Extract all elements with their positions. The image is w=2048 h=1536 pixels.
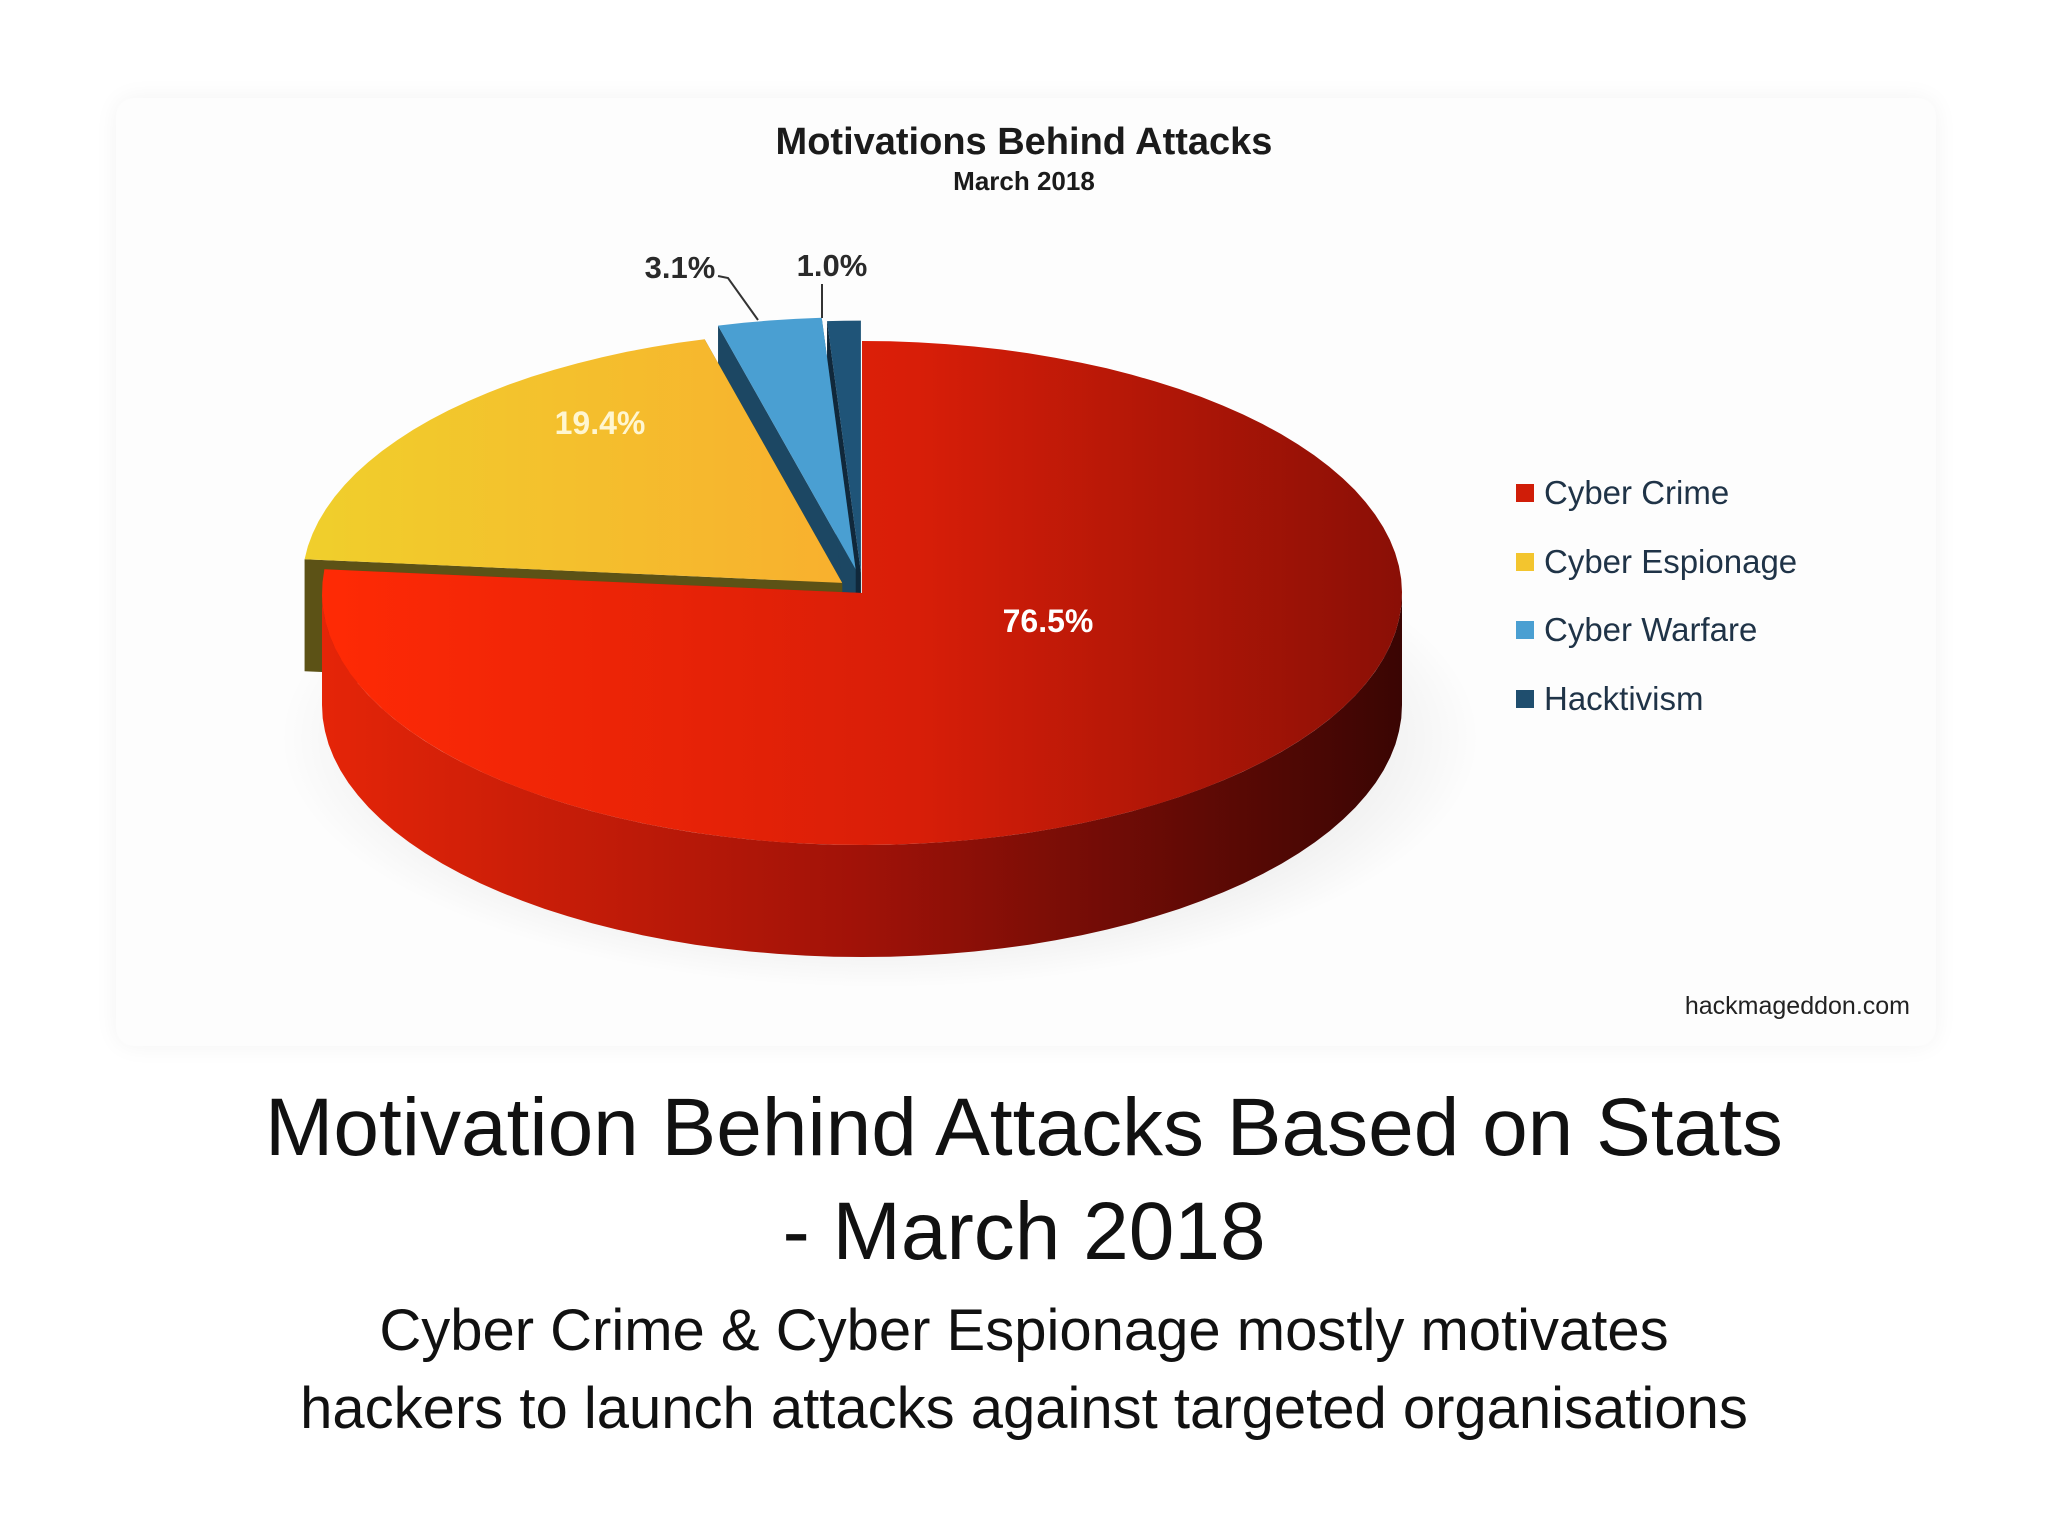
legend-swatch-cyber-espionage <box>1516 553 1534 571</box>
slice-top-hacktivism <box>827 320 861 573</box>
slice-side-cyber-crime <box>322 593 1402 957</box>
pie-chart: Motivations Behind Attacks March 2018 76… <box>280 121 1910 1020</box>
slice-top-cyber-crime <box>322 341 1402 845</box>
slice-cyber-crime <box>322 341 1402 957</box>
legend-label-cyber-espionage: Cyber Espionage <box>1544 543 1797 580</box>
chart-source: hackmageddon.com <box>1685 992 1910 1020</box>
chart-title: Motivations Behind Attacks <box>776 121 1273 163</box>
slice-label-cyber-crime: 76.5% <box>1003 603 1094 639</box>
pie-slices <box>304 317 1402 957</box>
legend-label-cyber-crime: Cyber Crime <box>1544 474 1729 511</box>
legend-swatch-hacktivism <box>1516 690 1534 708</box>
chart-subtitle: March 2018 <box>953 166 1095 196</box>
slice-top-cyber-warfare <box>718 317 856 570</box>
legend-label-cyber-warfare: Cyber Warfare <box>1544 611 1757 648</box>
slide-title-line-2: - March 2018 <box>782 1186 1266 1277</box>
leader-line-cyber-warfare <box>717 275 759 321</box>
legend-swatch-cyber-crime <box>1516 484 1534 502</box>
slice-label-hacktivism: 1.0% <box>797 248 868 283</box>
slice-label-cyber-espionage: 19.4% <box>555 405 646 441</box>
slide-subtitle-line-2: hackers to launch attacks against target… <box>300 1376 1748 1441</box>
legend: Cyber Crime Cyber Espionage Cyber Warfar… <box>1516 474 1797 717</box>
legend-swatch-cyber-warfare <box>1516 621 1534 639</box>
slice-top-cyber-espionage <box>304 339 843 583</box>
slice-label-cyber-warfare: 3.1% <box>645 250 716 285</box>
slide-subtitle-line-1: Cyber Crime & Cyber Espionage mostly mot… <box>379 1298 1669 1363</box>
slide-subtitle: Cyber Crime & Cyber Espionage mostly mot… <box>0 1292 2048 1448</box>
slide-title-line-1: Motivation Behind Attacks Based on Stats <box>265 1082 1783 1173</box>
legend-label-hacktivism: Hacktivism <box>1544 680 1704 717</box>
slide-title: Motivation Behind Attacks Based on Stats… <box>0 1076 2048 1284</box>
